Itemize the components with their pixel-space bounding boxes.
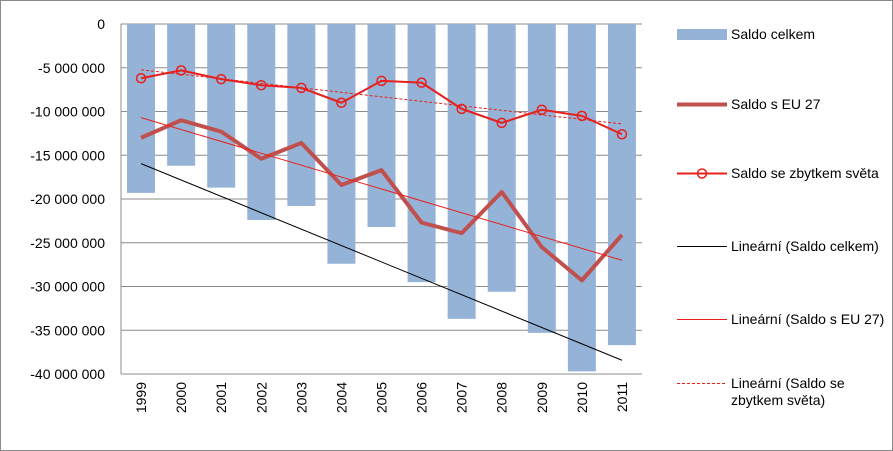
legend-label: Saldo se zbytkem světa (731, 165, 879, 181)
bar (567, 24, 596, 372)
x-tick-label: 2007 (454, 382, 470, 413)
bar (127, 24, 156, 193)
marker (175, 65, 187, 76)
legend-label: Saldo s EU 27 (731, 96, 821, 112)
marker (256, 80, 267, 91)
marker (616, 129, 628, 140)
trendline (140, 69, 623, 125)
bar (447, 24, 476, 319)
marker (576, 110, 588, 122)
x-tick-label: 2009 (534, 382, 550, 413)
x-tick-label: 2006 (414, 382, 430, 413)
legend-swatch (677, 102, 727, 107)
y-tick-label: -35 000 000 (30, 322, 105, 338)
legend-swatch (677, 383, 727, 384)
legend-swatch-marker (696, 168, 708, 179)
marker (416, 77, 427, 88)
bar (527, 24, 556, 333)
marker (496, 117, 507, 129)
legend-item: Lineární (Saldo celkem) (675, 238, 887, 255)
y-tick-label: -40 000 000 (30, 366, 105, 382)
bar (247, 24, 276, 220)
marker (536, 104, 548, 115)
x-tick-label: 2008 (494, 382, 510, 413)
y-tick-label: -30 000 000 (30, 279, 105, 295)
bar (367, 24, 396, 227)
legend-item: Lineární (Saldo s EU 27) (675, 311, 887, 328)
y-tick-label: -10 000 000 (30, 104, 105, 120)
marker (376, 75, 387, 87)
legend-item: Saldo s EU 27 (675, 96, 887, 113)
bar (287, 24, 316, 206)
x-tick-label: 2010 (574, 382, 590, 413)
legend-swatch-bar (677, 29, 727, 40)
legend-label: Saldo celkem (731, 26, 816, 42)
bar (327, 24, 356, 264)
plot: -40 000 000 -35 000 000 -30 000 000 -25 000… (30, 16, 642, 413)
legend-label: Lineární (Saldo se zbytkem světa) (731, 375, 845, 408)
x-tick-label: 1999 (133, 382, 149, 413)
legend-item: Lineární (Saldo se zbytkem světa) (675, 375, 887, 409)
legend-label: Lineární (Saldo celkem) (731, 238, 879, 254)
legend-swatch (677, 168, 727, 179)
x-tick-label: 2001 (213, 382, 229, 413)
legend-swatch (677, 246, 727, 247)
marker (336, 97, 347, 108)
y-tick-label: 0 (97, 16, 105, 32)
bar (167, 24, 196, 166)
bar (607, 24, 636, 346)
x-tick-label: 2004 (333, 382, 349, 413)
legend-item: Saldo se zbytkem světa (675, 165, 887, 182)
legend-item: Saldo celkem (675, 26, 887, 43)
bar (407, 24, 436, 283)
y-tick-label: -5 000 000 (38, 60, 105, 76)
x-tick-label: 2003 (293, 382, 309, 413)
legend-label: Lineární (Saldo s EU 27) (731, 311, 885, 327)
trendline (140, 117, 623, 261)
x-tick-label: 2011 (614, 382, 630, 412)
line (140, 118, 624, 283)
x-tick-label: 2002 (253, 382, 269, 413)
legend-swatch (677, 29, 727, 40)
marker (135, 73, 147, 84)
bar (207, 24, 236, 188)
y-tick-label: -20 000 000 (30, 191, 105, 207)
x-tick-label: 2005 (374, 382, 390, 413)
y-tick-label: -15 000 000 (30, 147, 105, 163)
legend-swatch (677, 319, 727, 320)
x-tick-label: 2000 (173, 382, 189, 413)
y-tick-label: -25 000 000 (30, 235, 105, 251)
trendline (140, 163, 623, 361)
bar (487, 24, 516, 292)
marker (456, 103, 467, 115)
